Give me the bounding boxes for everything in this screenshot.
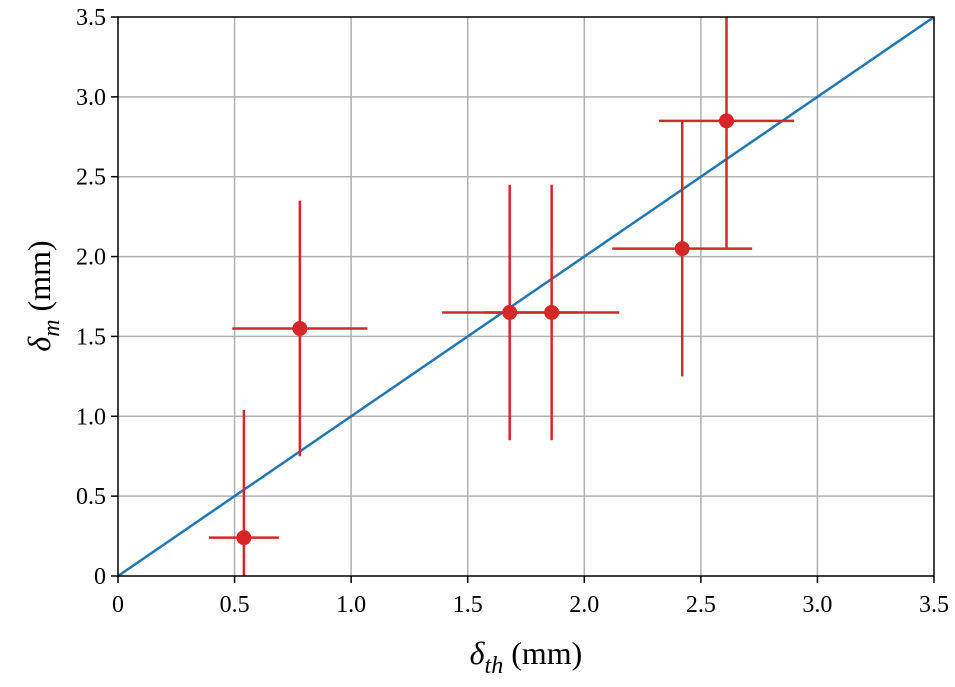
x-tick-label: 3.0 [802,592,832,618]
y-tick-label: 1.5 [76,324,106,350]
axis-ticks [111,16,935,583]
y-tick-label: 3.0 [76,85,106,111]
data-point [292,320,308,336]
data-point-group [484,184,620,441]
data-point [236,530,252,546]
reference-line [117,15,935,578]
plot-frame [117,16,935,577]
x-tick-label: 1.5 [453,592,483,618]
y-tick-label: 2.0 [76,245,106,271]
x-tick-label: 0 [112,592,124,618]
y-tick-label: 0.5 [76,484,106,510]
data-point-group [208,409,279,576]
data-point [674,241,690,257]
reference-line-layer [117,15,935,578]
x-tick-label: 0.5 [220,592,250,618]
y-axis-title: δm (mm) [21,240,65,351]
x-tick-label: 1.0 [336,592,366,618]
y-tick-label: 0 [94,564,106,590]
y-tick-labels: 0 0.5 1.0 1.5 2.0 2.5 3.0 3.5 [76,5,106,590]
x-tick-labels: 0 0.5 1.0 1.5 2.0 2.5 3.0 3.5 [112,592,949,618]
data-point [719,113,735,129]
x-tick-label: 3.5 [919,592,949,618]
x-tick-label: 2.5 [686,592,716,618]
data-point-group [232,200,368,457]
grid-lines [118,17,934,576]
y-tick-label: 1.0 [76,404,106,430]
data-points [208,17,795,576]
data-point-group [612,120,753,377]
y-tick-label: 3.5 [76,5,106,31]
x-tick-label: 2.0 [569,592,599,618]
data-point [544,304,560,320]
data-point-group [658,17,795,249]
y-tick-label: 2.5 [76,165,106,191]
x-axis-title: δth (mm) [470,635,583,679]
